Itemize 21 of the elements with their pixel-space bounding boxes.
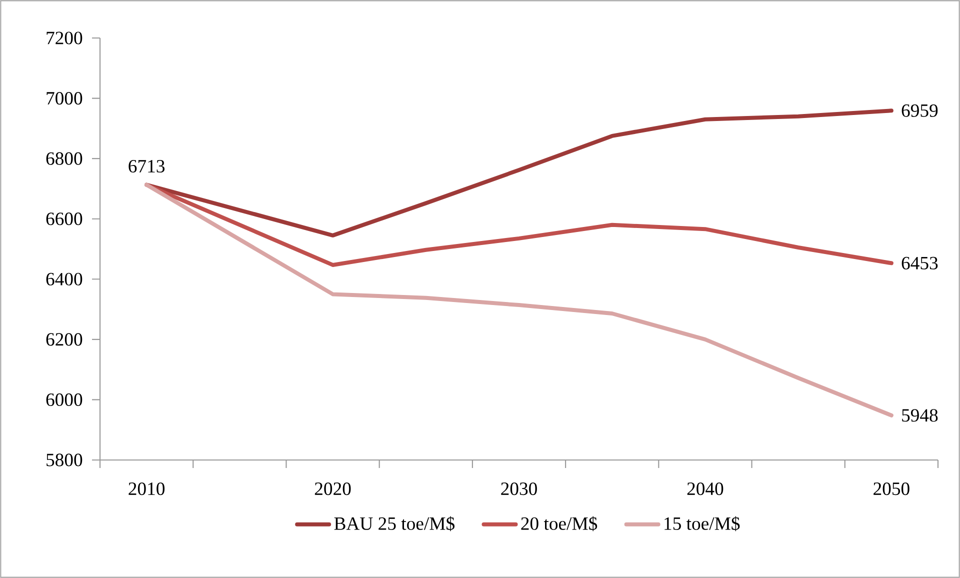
x-tick-label: 2040 bbox=[687, 482, 724, 496]
data-label: 6959 bbox=[902, 104, 938, 117]
data-label: 6713 bbox=[128, 160, 165, 173]
x-tick-label: 2020 bbox=[314, 482, 351, 496]
x-tick-label: 2030 bbox=[501, 482, 537, 496]
x-tick-label: 2010 bbox=[128, 482, 165, 496]
y-tick-label: 6600 bbox=[46, 212, 82, 226]
legend-label: 20 toe/M$ bbox=[521, 516, 598, 532]
legend-label: 15 toe/M$ bbox=[664, 516, 740, 532]
y-tick-label: 6800 bbox=[46, 152, 82, 165]
y-tick-label: 6200 bbox=[46, 333, 82, 346]
x-tick-label: 2050 bbox=[874, 482, 910, 496]
data-label: 6453 bbox=[902, 256, 938, 270]
legend-label: BAU 25 toe/M$ bbox=[334, 516, 454, 532]
data-label: 5948 bbox=[902, 409, 938, 422]
y-tick-label: 5800 bbox=[46, 454, 82, 466]
y-tick-label: 6000 bbox=[46, 393, 82, 406]
y-tick-label: 6400 bbox=[46, 272, 82, 286]
line-series bbox=[144, 182, 894, 418]
y-tick-label: 7000 bbox=[46, 92, 82, 105]
y-tick-label: 7200 bbox=[46, 32, 82, 44]
